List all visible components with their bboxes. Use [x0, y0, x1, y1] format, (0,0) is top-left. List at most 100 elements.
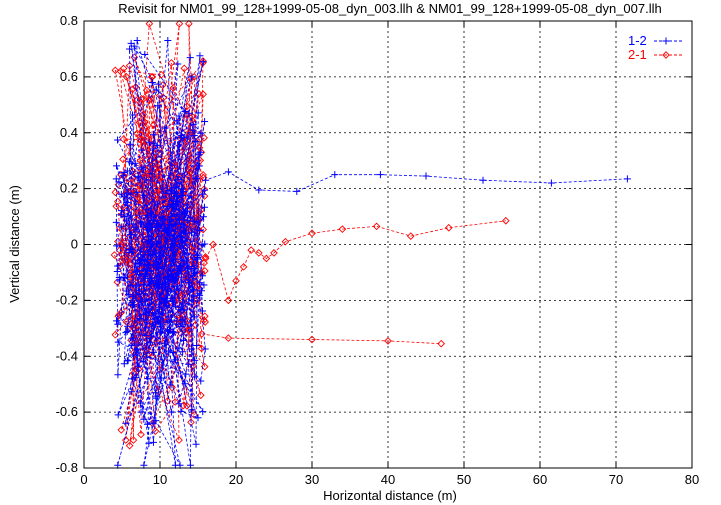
data-point — [148, 352, 157, 361]
data-point — [178, 191, 186, 199]
data-point — [384, 337, 392, 345]
data-point — [178, 210, 186, 218]
data-point — [201, 318, 210, 326]
data-point — [111, 330, 120, 339]
data-point — [122, 72, 131, 81]
data-point — [136, 174, 144, 182]
data-point — [165, 347, 173, 355]
data-point — [199, 408, 207, 416]
data-point — [331, 171, 339, 179]
data-point — [124, 189, 132, 197]
data-point — [145, 220, 153, 228]
data-point — [193, 255, 201, 263]
data-point — [181, 320, 189, 328]
data-point — [153, 338, 161, 346]
data-point — [201, 253, 210, 261]
data-point — [123, 199, 131, 207]
data-point — [146, 338, 154, 346]
data-point — [152, 240, 160, 248]
series-trend-line — [118, 220, 506, 317]
data-point — [139, 281, 147, 289]
data-point — [175, 344, 183, 352]
data-point — [163, 397, 172, 405]
data-point — [149, 438, 157, 446]
data-point — [166, 381, 174, 389]
data-point — [129, 301, 136, 309]
data-point — [111, 66, 120, 75]
data-point — [188, 112, 197, 121]
x-tick-label: 20 — [229, 472, 243, 487]
data-point — [195, 151, 203, 159]
data-point — [126, 282, 134, 290]
data-point — [270, 249, 278, 257]
data-point — [137, 287, 145, 295]
data-point — [198, 287, 206, 295]
x-tick-label: 30 — [305, 472, 319, 487]
data-point — [190, 313, 198, 321]
data-point — [202, 176, 210, 184]
data-point — [121, 212, 129, 220]
data-point — [137, 430, 145, 439]
data-point — [196, 391, 205, 400]
data-point — [189, 126, 197, 134]
data-point — [175, 19, 184, 28]
data-point — [163, 302, 171, 310]
data-point — [128, 388, 136, 396]
data-point — [131, 83, 140, 91]
data-point — [172, 320, 180, 328]
data-point — [153, 141, 161, 149]
data-point — [145, 138, 153, 146]
data-point — [140, 118, 149, 126]
data-point — [154, 102, 162, 110]
data-point — [247, 246, 256, 254]
data-point — [150, 140, 158, 148]
data-point — [128, 111, 136, 119]
data-point — [138, 297, 146, 305]
data-point — [131, 159, 139, 167]
y-tick-label: 0.4 — [60, 125, 78, 140]
data-point — [169, 349, 177, 357]
data-point — [133, 188, 141, 196]
data-point — [176, 226, 185, 234]
data-point — [176, 216, 184, 224]
data-point — [133, 37, 141, 45]
y-tick-label: -0.8 — [56, 460, 78, 475]
data-point — [199, 58, 207, 66]
data-point — [372, 222, 381, 231]
y-tick-label: -0.2 — [56, 292, 78, 307]
data-point — [195, 143, 204, 152]
data-point — [136, 399, 144, 407]
data-point — [224, 296, 233, 305]
data-point — [201, 118, 209, 126]
data-point — [114, 136, 122, 144]
data-point — [121, 436, 130, 444]
data-point — [126, 141, 134, 149]
data-point — [150, 131, 158, 139]
data-point — [148, 78, 156, 86]
legend-label: 2-1 — [628, 47, 647, 62]
data-point — [178, 266, 186, 274]
data-point — [155, 317, 163, 325]
data-point — [193, 218, 201, 226]
data-point — [164, 285, 172, 293]
data-point — [152, 219, 160, 227]
data-point — [201, 345, 209, 353]
data-point — [130, 236, 139, 244]
series-branch-line — [201, 333, 442, 345]
data-point — [184, 326, 193, 335]
data-point — [129, 167, 137, 175]
data-point — [167, 408, 175, 416]
data-point — [176, 243, 184, 251]
data-point — [112, 175, 120, 183]
data-point — [114, 338, 122, 346]
data-point — [126, 45, 134, 53]
data-point — [137, 256, 145, 264]
data-point — [172, 255, 180, 263]
data-point — [181, 237, 189, 245]
data-point — [200, 362, 209, 371]
data-point — [161, 340, 169, 348]
data-point — [119, 172, 127, 180]
data-point — [255, 186, 263, 194]
data-point — [123, 217, 131, 225]
